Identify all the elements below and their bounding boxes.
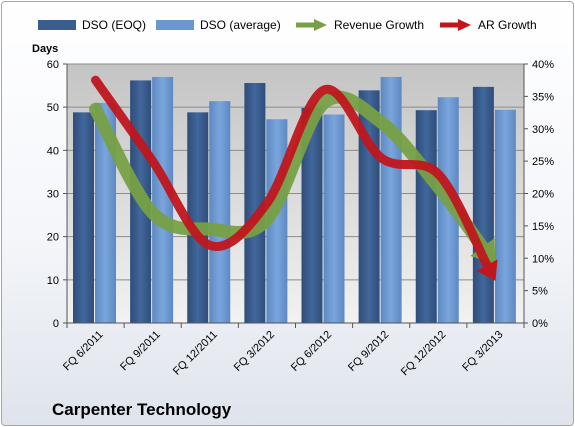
y-axis-title: Days [32,43,59,55]
legend-item-dso-average: DSO (average) [156,18,281,32]
ar-growth-arrowhead [476,259,498,281]
bar-dso-eoq [187,112,209,323]
x-tick-label: FQ 6/2011 [61,329,106,374]
bar-dso-average [380,76,402,323]
x-tick-label: FQ 12/2012 [399,329,449,379]
x-tick-label: FQ 9/2012 [346,329,391,374]
y2-tick-label: 10% [532,253,554,265]
ar-growth-line [91,75,492,270]
y-tick-label: 0 [53,318,59,330]
legend-label-dso-average: DSO (average) [200,18,281,32]
legend-item-revenue-growth: Revenue Growth [294,18,424,32]
bar-dso-eoq [472,86,494,324]
y2-tick-label: 30% [532,124,554,136]
bar-dso-average [152,76,174,323]
x-tick-label: FQ 6/2012 [289,329,334,374]
y2-tick-label: 40% [532,59,554,71]
x-tick-label: FQ 3/2013 [460,329,505,374]
legend-swatch-dso-average [156,20,194,30]
legend-label-ar-growth: AR Growth [478,18,537,32]
x-tick-label: FQ 12/2011 [171,329,220,378]
y2-tick-label: 20% [532,189,554,201]
y-tick-label: 20 [47,232,59,244]
x-tick-label: FQ 3/2012 [232,329,277,374]
bar-dso-eoq [301,108,323,323]
bar-dso-average [95,102,116,323]
y2-tick-label: 35% [532,91,554,103]
y-tick-label: 30 [47,189,59,201]
bar-dso-eoq [73,112,94,323]
legend-item-dso-eoq: DSO (EOQ) [38,18,146,32]
legend-label-dso-eoq: DSO (EOQ) [82,18,147,32]
y-tick-label: 60 [47,59,59,71]
green-arrow-icon [296,19,327,31]
revenue-growth-line [89,90,489,254]
bar-dso-eoq [415,110,437,324]
bar-dso-eoq [244,82,266,323]
legend-swatch-dso-eoq [38,20,76,30]
y2-tick-label: 15% [532,221,554,233]
chart-title: Carpenter Technology [52,400,232,419]
y-tick-label: 10 [47,275,59,287]
bar-dso-average [209,101,231,323]
y2-tick-label: 25% [532,156,554,168]
y2-tick-label: 5% [532,286,548,298]
legend-label-revenue-growth: Revenue Growth [334,18,425,32]
y-tick-label: 40 [47,145,59,157]
bar-dso-average [494,109,516,323]
legend: DSO (EOQ) DSO (average) Revenue Growth A… [2,18,573,38]
bar-dso-average [323,114,345,323]
legend-item-ar-growth: AR Growth [438,18,537,32]
y2-tick-label: 0% [532,318,548,330]
red-arrow-icon [440,19,471,31]
y-tick-label: 50 [47,102,59,114]
x-tick-label: FQ 9/2011 [118,329,163,374]
